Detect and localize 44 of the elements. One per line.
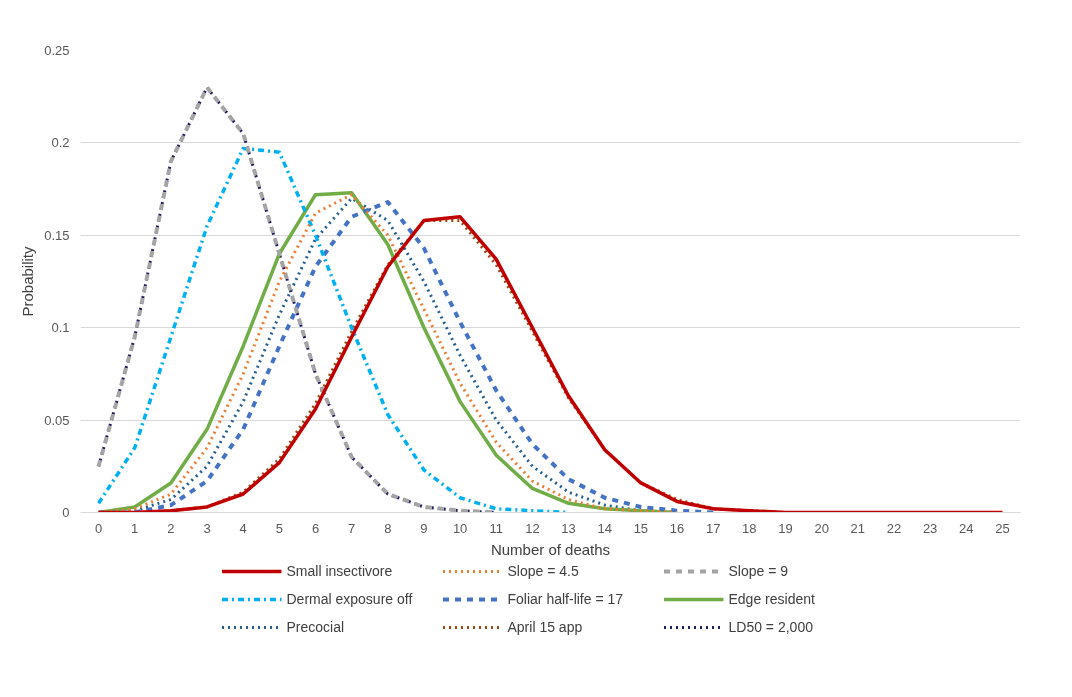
legend-label: Foliar half-life = 17 <box>507 590 625 609</box>
x-tick-label: 0 <box>94 520 103 536</box>
x-tick-label: 20 <box>814 520 829 536</box>
x-tick-label: 9 <box>420 520 428 536</box>
x-tick-label: 11 <box>489 520 504 536</box>
legend-label: Slope = 4.5 <box>507 562 580 581</box>
legend-label: Slope = 9 <box>728 562 790 581</box>
x-axis-title: Number of deaths <box>490 540 611 558</box>
y-tick-label: 0.15 <box>44 227 70 243</box>
x-tick-label: 1 <box>131 520 139 536</box>
y-axis-title: Probability <box>19 245 37 317</box>
legend-label: April 15 app <box>507 618 584 637</box>
y-tick-label: 0.2 <box>51 135 70 151</box>
x-tick-label: 24 <box>959 520 974 536</box>
line-series <box>96 215 1005 513</box>
x-tick-label: 3 <box>203 520 211 536</box>
x-tick-label: 8 <box>384 520 392 536</box>
y-tick-label: 0.05 <box>44 412 70 428</box>
y-tick-label: 0.25 <box>44 43 70 58</box>
x-tick-label: 23 <box>922 520 938 536</box>
x-tick-label: 17 <box>705 520 721 536</box>
x-tick-label: 6 <box>311 520 320 536</box>
legend-label: Small insectivore <box>286 562 394 581</box>
y-tick-label: 0.1 <box>51 320 70 336</box>
x-tick-label: 18 <box>742 520 757 536</box>
x-tick-label: 15 <box>633 520 649 536</box>
x-tick-label: 2 <box>167 520 175 536</box>
x-tick-label: 10 <box>452 520 468 536</box>
x-tick-label: 5 <box>275 520 283 536</box>
y-tick-label: 0 <box>62 505 70 520</box>
x-tick-label: 19 <box>778 520 793 536</box>
x-tick-label: 4 <box>239 520 247 536</box>
x-tick-label: 14 <box>597 520 612 536</box>
legend-label: LD50 = 2,000 <box>728 618 814 637</box>
x-tick-label: 16 <box>669 520 685 536</box>
x-tick-label: 22 <box>886 520 902 536</box>
legend-label: Precocial <box>286 618 346 637</box>
legend-label: Dermal exposure off <box>286 590 414 609</box>
x-tick-label: 21 <box>850 520 866 536</box>
x-tick-label: 25 <box>995 520 1010 536</box>
x-tick-label: 13 <box>561 520 576 536</box>
legend-label: Edge resident <box>728 590 816 609</box>
x-tick-label: 7 <box>348 520 356 536</box>
x-tick-label: 12 <box>525 520 540 536</box>
